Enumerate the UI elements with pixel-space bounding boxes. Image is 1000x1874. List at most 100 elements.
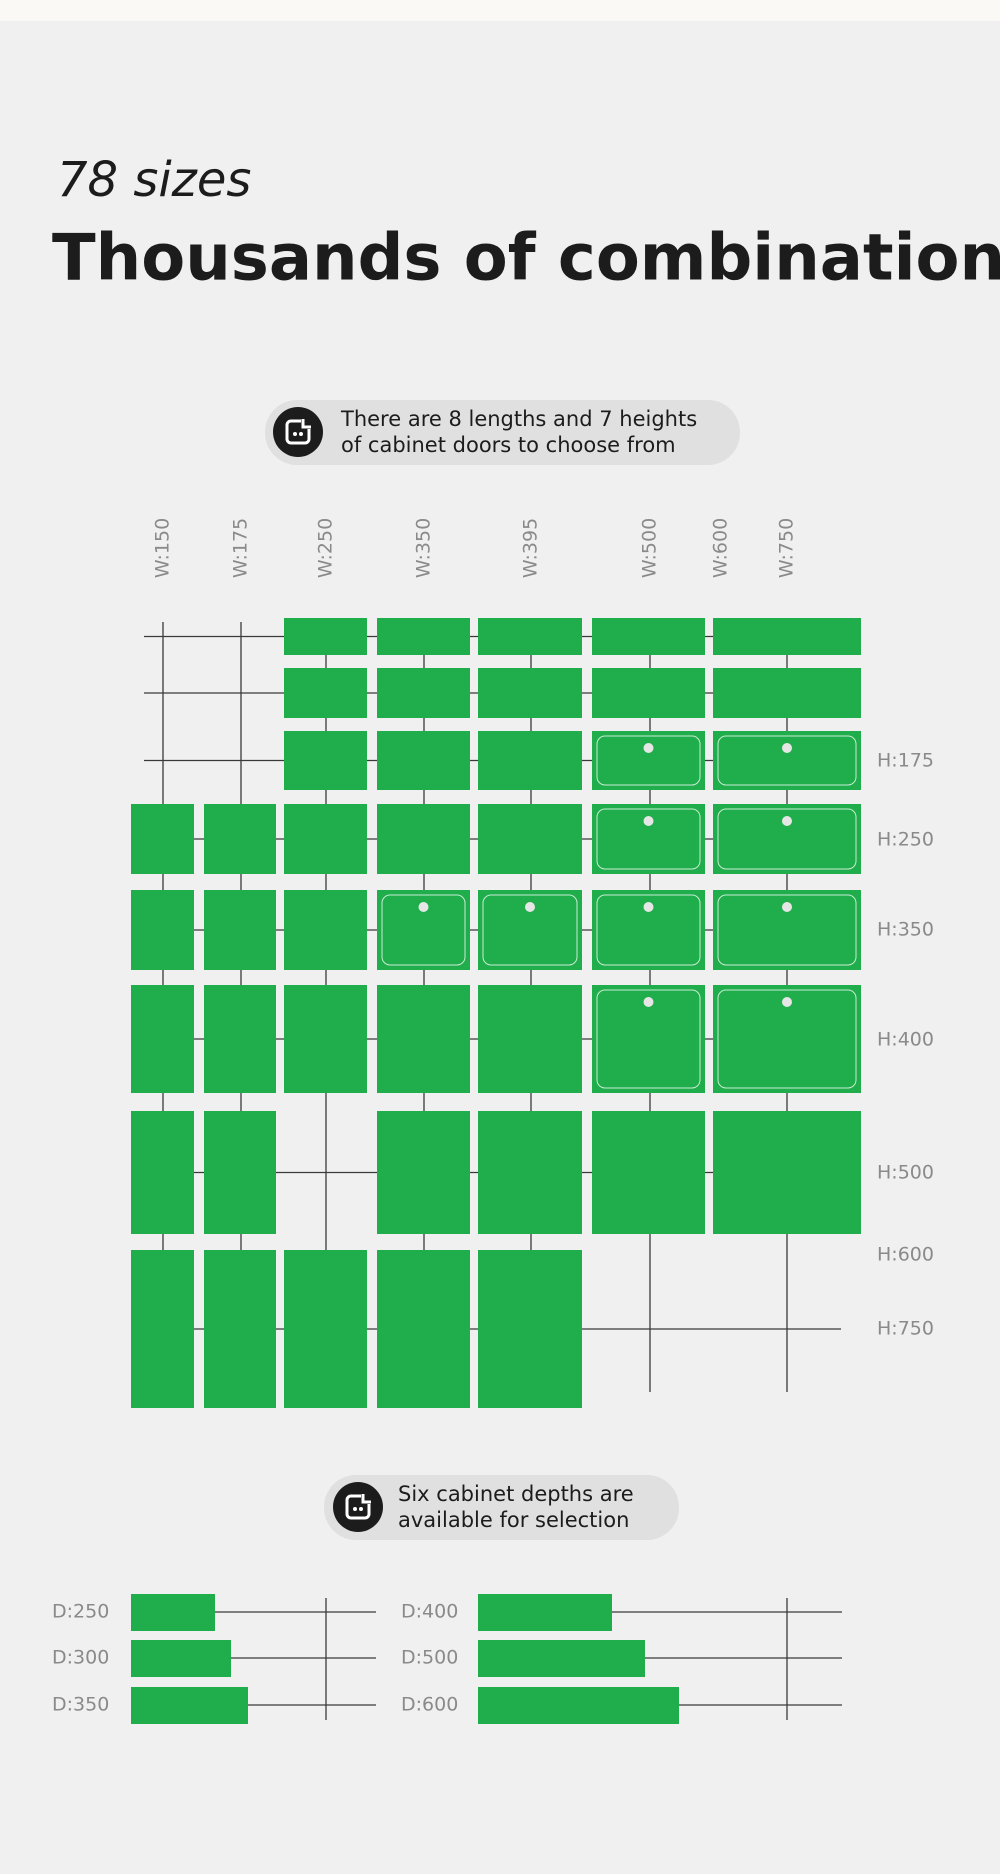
door-panel bbox=[592, 804, 705, 874]
door-panel bbox=[478, 1111, 582, 1234]
depth-label: D:350 bbox=[52, 1694, 109, 1716]
door-panel bbox=[377, 731, 470, 790]
door-panel bbox=[377, 618, 470, 655]
door-panel bbox=[713, 731, 861, 790]
door-handle bbox=[643, 743, 654, 753]
door-panel bbox=[284, 804, 367, 874]
door-handle bbox=[418, 902, 429, 912]
door-panel bbox=[592, 731, 705, 790]
door-outline bbox=[596, 735, 701, 786]
height-label: H:600 bbox=[877, 1244, 934, 1266]
door-handle bbox=[782, 997, 792, 1007]
width-label: W:500 bbox=[639, 518, 661, 578]
door-handle bbox=[782, 816, 792, 826]
door-panel bbox=[478, 618, 582, 655]
depth-bar bbox=[478, 1640, 645, 1677]
door-outline bbox=[596, 989, 701, 1089]
depth-bar bbox=[131, 1640, 231, 1677]
height-label: H:400 bbox=[877, 1029, 934, 1051]
depth-label: D:250 bbox=[52, 1601, 109, 1623]
note-line: There are 8 lengths and 7 heights bbox=[340, 407, 697, 431]
door-panel bbox=[713, 804, 861, 874]
door-panel bbox=[204, 985, 276, 1093]
width-label: W:750 bbox=[776, 518, 798, 578]
door-outline bbox=[596, 894, 701, 966]
door-panel bbox=[592, 1111, 705, 1234]
door-panel bbox=[284, 618, 367, 655]
door-panel bbox=[478, 804, 582, 874]
door-outline bbox=[717, 808, 857, 870]
door-outline bbox=[381, 894, 466, 966]
door-panel bbox=[284, 731, 367, 790]
door-panel bbox=[713, 1111, 861, 1234]
depth-bar bbox=[131, 1594, 215, 1631]
door-panel bbox=[377, 804, 470, 874]
depth-bar bbox=[131, 1687, 248, 1724]
door-panel bbox=[377, 1111, 470, 1234]
width-label: W:350 bbox=[413, 518, 435, 578]
height-label: H:750 bbox=[877, 1318, 934, 1340]
width-label: W:150 bbox=[152, 518, 174, 578]
width-label: W:175 bbox=[230, 518, 252, 578]
subtitle: 78 sizes bbox=[57, 152, 251, 208]
door-panel bbox=[204, 1111, 276, 1234]
door-panel bbox=[131, 1250, 194, 1408]
door-outline bbox=[717, 989, 857, 1089]
door-panel bbox=[284, 890, 367, 970]
door-panel bbox=[204, 890, 276, 970]
door-handle bbox=[643, 902, 654, 912]
note-pill bbox=[265, 400, 740, 465]
depth-label: D:400 bbox=[401, 1601, 458, 1623]
door-outline bbox=[717, 735, 857, 786]
door-handle bbox=[525, 902, 535, 912]
note-pill bbox=[324, 1475, 679, 1540]
height-label: H:250 bbox=[877, 829, 934, 851]
door-panel bbox=[284, 1250, 367, 1408]
door-panel bbox=[478, 985, 582, 1093]
door-panel bbox=[131, 1111, 194, 1234]
depth-label: D:500 bbox=[401, 1647, 458, 1669]
note-line: Six cabinet depths are bbox=[398, 1482, 634, 1506]
depth-diagram: D:250 D:300 D:350 D:400 D:500 D:600 bbox=[52, 1594, 842, 1724]
door-outline bbox=[717, 894, 857, 966]
note-icon bbox=[273, 407, 323, 457]
note-line: available for selection bbox=[398, 1508, 629, 1532]
width-label: W:395 bbox=[520, 518, 542, 578]
door-panel bbox=[713, 668, 861, 718]
door-panel bbox=[592, 618, 705, 655]
door-outline bbox=[482, 894, 578, 966]
depth-bar bbox=[478, 1687, 679, 1724]
height-label: H:350 bbox=[877, 919, 934, 941]
depth-bar bbox=[478, 1594, 612, 1631]
door-panel bbox=[377, 1250, 470, 1408]
door-panel bbox=[284, 668, 367, 718]
height-label: H:500 bbox=[877, 1162, 934, 1184]
door-outline bbox=[596, 808, 701, 870]
door-panel bbox=[377, 985, 470, 1093]
depth-label: D:600 bbox=[401, 1694, 458, 1716]
door-panel bbox=[377, 668, 470, 718]
door-panel bbox=[284, 985, 367, 1093]
door-panel bbox=[131, 890, 194, 970]
title: Thousands of combinations bbox=[52, 222, 1000, 296]
note-line: of cabinet doors to choose from bbox=[341, 433, 676, 457]
door-panel bbox=[478, 731, 582, 790]
door-handle bbox=[643, 997, 654, 1007]
door-panel bbox=[131, 985, 194, 1093]
door-handle bbox=[782, 902, 792, 912]
door-panel bbox=[478, 668, 582, 718]
door-panel bbox=[204, 804, 276, 874]
door-handle bbox=[643, 816, 654, 826]
door-panel bbox=[204, 1250, 276, 1408]
door-panel bbox=[713, 618, 861, 655]
top-strip bbox=[0, 0, 1000, 21]
door-grid: W:150 W:175 W:250 W:350 W:395 W:500 W:600 W:750… bbox=[131, 518, 934, 1408]
door-panel bbox=[131, 804, 194, 874]
width-label: W:250 bbox=[315, 518, 337, 578]
depth-label: D:300 bbox=[52, 1647, 109, 1669]
height-label: H:175 bbox=[877, 750, 934, 772]
door-panel bbox=[478, 1250, 582, 1408]
door-panel bbox=[592, 668, 705, 718]
